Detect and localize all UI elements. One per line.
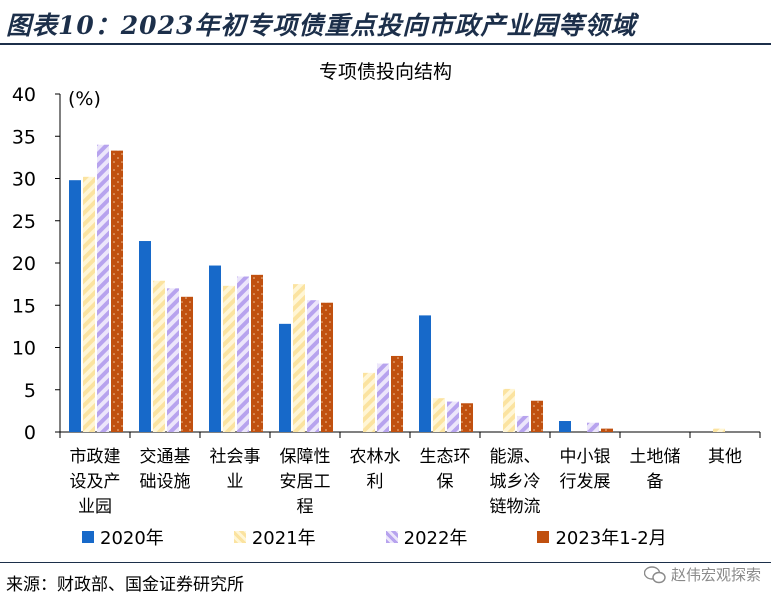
- chart-title: 专项债投向结构: [318, 61, 452, 83]
- x-category-label: 程: [297, 497, 314, 517]
- y-tick-label: 40: [12, 84, 36, 106]
- bar-2022-5: [447, 401, 459, 432]
- bar-2020-0: [69, 180, 81, 432]
- figure-title: 图表10：2023年初专项债重点投向市政产业园等领域: [6, 11, 637, 40]
- legend-label-2023: 2023年1-2月: [555, 528, 667, 549]
- y-tick-label: 0: [24, 422, 36, 444]
- x-category-label: 设及产: [70, 472, 121, 492]
- x-category-label: 其他: [708, 447, 742, 467]
- y-tick-label: 35: [12, 126, 36, 148]
- y-tick-label: 5: [24, 380, 36, 402]
- x-category-label: 社会事: [210, 447, 261, 467]
- bar-2021-3: [293, 284, 305, 432]
- x-category-label: 安居工: [280, 472, 331, 492]
- x-category-label: 土地储: [630, 447, 681, 467]
- y-tick-label: 30: [12, 169, 36, 191]
- x-category-label: 础设施: [140, 472, 191, 492]
- x-category-label: 行发展: [560, 472, 611, 492]
- title-rule: [0, 43, 771, 45]
- bar-2023-2: [251, 274, 263, 432]
- legend-label-2020: 2020年: [100, 528, 164, 549]
- bar-2022-0: [97, 144, 109, 432]
- bar-2022-2: [237, 276, 249, 432]
- bar-2020-7: [559, 421, 571, 432]
- x-category-label: 业园: [78, 497, 112, 517]
- bar-2023-4: [391, 355, 403, 432]
- y-tick-label: 25: [12, 211, 36, 233]
- legend-item-2023: 2023年1-2月: [537, 524, 667, 550]
- x-category-label: 保: [437, 472, 454, 492]
- legend-swatch-2021: [233, 531, 246, 543]
- bar-2021-2: [223, 285, 235, 432]
- x-category-label: 城乡冷: [490, 472, 541, 492]
- bar-2021-4: [363, 372, 375, 432]
- bar-2023-1: [181, 296, 193, 432]
- legend-label-2022: 2022年: [403, 528, 468, 549]
- x-category-label: 能源、: [490, 447, 541, 467]
- x-category-label: 交通基: [140, 447, 191, 467]
- y-axis-unit-label: (%): [68, 88, 101, 110]
- bar-2022-4: [377, 363, 389, 432]
- y-tick-label: 15: [12, 295, 36, 317]
- x-category-label: 中小银: [560, 447, 611, 467]
- legend-item-2022: 2022年: [385, 524, 468, 550]
- legend-label-2021: 2021年: [251, 528, 316, 549]
- watermark: 赵伟宏观探索: [643, 564, 761, 585]
- legend-swatch-2022: [385, 531, 398, 543]
- y-tick-label: 20: [12, 253, 36, 275]
- bar-2020-3: [279, 323, 291, 432]
- x-category-label: 业: [227, 472, 244, 492]
- legend-item-2021: 2021年: [233, 524, 316, 550]
- legend-swatch-2020: [82, 531, 94, 543]
- bar-2021-1: [153, 280, 165, 432]
- bar-2023-0: [111, 150, 123, 433]
- wechat-icon: [643, 565, 666, 583]
- x-category-label: 市政建: [70, 447, 121, 467]
- bar-2020-2: [209, 265, 221, 432]
- bar-2023-7: [601, 428, 613, 432]
- watermark-text: 赵伟宏观探索: [670, 566, 761, 584]
- bar-2020-1: [139, 241, 151, 432]
- x-category-label: 保障性: [280, 447, 331, 467]
- x-category-label: 农林水: [350, 447, 401, 467]
- bar-2022-3: [307, 300, 319, 432]
- bar-2023-3: [321, 302, 333, 432]
- bar-2023-6: [531, 400, 543, 432]
- bar-2022-6: [517, 415, 529, 432]
- x-category-label: 备: [647, 472, 664, 492]
- bar-2021-9: [713, 428, 725, 432]
- bar-2021-5: [433, 398, 445, 432]
- bar-2021-0: [83, 176, 95, 432]
- legend-swatch-2023: [537, 531, 550, 543]
- source-note: 来源：财政部、国金证券研究所: [6, 575, 244, 595]
- y-tick-label: 10: [12, 338, 36, 360]
- legend: 2020年 2021年 2022年 2023年1-2月: [82, 524, 667, 550]
- bar-2021-6: [503, 388, 515, 432]
- bar-2022-1: [167, 288, 179, 432]
- x-category-label: 生态环: [420, 447, 471, 467]
- bar-2023-5: [461, 403, 473, 432]
- bar-2020-5: [419, 315, 431, 432]
- bar-2022-7: [587, 422, 599, 432]
- source-rule: [0, 562, 771, 563]
- x-category-label: 利: [367, 472, 384, 492]
- x-category-label: 链物流: [490, 497, 541, 517]
- legend-item-2020: 2020年: [82, 524, 164, 550]
